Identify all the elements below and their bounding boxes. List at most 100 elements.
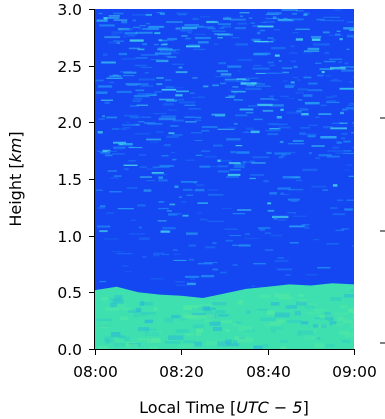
speckle: [172, 134, 183, 136]
speckle: [149, 141, 159, 143]
speckle: [234, 27, 247, 30]
speckle: [111, 31, 123, 34]
speckle: [334, 9, 342, 11]
speckle: [292, 32, 299, 34]
speckle: [207, 27, 216, 30]
boundary-texture: [110, 332, 121, 337]
speckle: [133, 97, 143, 100]
speckle: [260, 98, 274, 100]
boundary-texture: [126, 344, 139, 348]
boundary-texture: [232, 340, 238, 344]
speckle: [139, 176, 152, 178]
boundary-texture: [135, 307, 142, 312]
boundary-texture: [287, 319, 302, 323]
speckle: [287, 212, 293, 214]
speckle: [344, 169, 351, 171]
speckle: [353, 37, 354, 40]
speckle: [217, 170, 230, 173]
speckle: [113, 19, 128, 21]
boundary-texture: [205, 341, 218, 345]
speckle: [255, 72, 272, 74]
speckle: [322, 31, 330, 34]
speckle: [227, 65, 242, 68]
speckle: [146, 168, 158, 170]
speckle: [218, 62, 226, 65]
speckle: [201, 275, 215, 278]
speckle: [283, 17, 288, 20]
boundary-texture: [314, 343, 325, 349]
speckle: [200, 218, 208, 221]
speckle: [126, 187, 138, 189]
speckle: [296, 110, 302, 113]
speckle: [112, 74, 119, 76]
speckle: [188, 258, 195, 261]
speckle: [158, 201, 165, 203]
speckle: [204, 155, 218, 158]
speckle: [335, 33, 341, 36]
speckle: [338, 61, 342, 64]
speckle: [351, 245, 354, 247]
speckle: [311, 185, 327, 188]
speckle: [202, 126, 218, 129]
speckle: [329, 207, 338, 209]
speckle: [278, 156, 284, 159]
speckle: [145, 13, 152, 16]
boundary-texture: [296, 301, 307, 306]
speckle: [248, 17, 253, 19]
speckle: [296, 179, 303, 182]
boundary-texture: [209, 321, 221, 326]
speckle: [177, 14, 187, 16]
speckle: [111, 34, 120, 36]
speckle: [344, 208, 353, 211]
speckle: [158, 176, 163, 179]
speckle: [307, 82, 318, 85]
boundary-texture: [191, 312, 207, 316]
speckle: [140, 85, 154, 87]
speckle: [288, 188, 304, 191]
speckle: [213, 144, 223, 147]
speckle: [346, 48, 350, 51]
speckle: [287, 143, 305, 145]
speckle: [132, 14, 145, 16]
speckle: [206, 20, 218, 24]
speckle: [264, 21, 276, 23]
speckle: [183, 188, 193, 191]
speckle: [117, 208, 134, 210]
speckle: [109, 191, 122, 193]
boundary-texture: [304, 304, 315, 309]
speckle: [146, 138, 161, 141]
speckle: [166, 21, 183, 23]
speckle: [104, 101, 110, 104]
boundary-texture: [285, 305, 297, 309]
speckle: [352, 27, 354, 31]
speckle: [302, 52, 313, 54]
boundary-texture: [194, 341, 203, 347]
speckle: [248, 105, 259, 107]
speckle: [128, 47, 140, 50]
boundary-texture: [352, 315, 354, 319]
speckle: [286, 111, 303, 114]
boundary-texture: [98, 323, 110, 328]
boundary-texture: [238, 326, 253, 332]
boundary-texture: [133, 315, 138, 318]
speckle: [303, 76, 312, 79]
speckle: [160, 50, 164, 52]
speckle: [111, 251, 124, 253]
speckle: [330, 66, 346, 70]
speckle: [341, 137, 346, 140]
speckle: [265, 17, 280, 20]
boundary-texture: [164, 317, 173, 323]
boundary-texture: [101, 296, 109, 301]
speckle: [188, 244, 197, 247]
boundary-texture: [199, 304, 213, 306]
speckle: [107, 41, 120, 44]
speckle: [343, 150, 352, 152]
boundary-texture: [329, 321, 337, 326]
speckle: [98, 12, 103, 15]
boundary-texture: [144, 319, 154, 324]
speckle: [178, 196, 182, 198]
speckle: [353, 171, 354, 173]
speckle: [297, 79, 301, 81]
boundary-texture: [300, 321, 309, 325]
speckle: [329, 19, 345, 22]
